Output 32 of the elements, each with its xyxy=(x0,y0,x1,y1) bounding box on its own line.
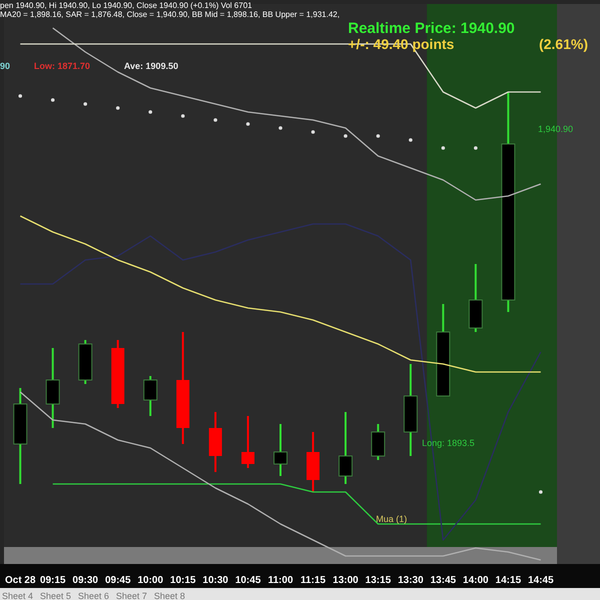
text: Sheet 5 xyxy=(40,591,72,600)
x-tick-label: 11:00 xyxy=(268,574,294,586)
text: 90 xyxy=(0,61,10,71)
x-tick-label: 14:45 xyxy=(528,574,554,586)
text: Sheet 4 xyxy=(2,591,34,600)
text: Sheet 7 xyxy=(116,591,148,600)
x-tick-label: 14:00 xyxy=(462,574,489,586)
x-tick-label: Oct 28 xyxy=(4,574,36,586)
text: Sheet 6 xyxy=(78,591,110,600)
text: Ave: 1909.50 xyxy=(124,61,178,71)
x-tick-label: 09:45 xyxy=(105,574,132,586)
x-tick-label: 10:30 xyxy=(202,574,229,586)
text: Realtime Price: 1940.90 xyxy=(348,20,515,37)
x-tick-label: 14:15 xyxy=(495,574,522,586)
x-tick-label: 09:15 xyxy=(40,574,66,586)
x-tick-label: 10:15 xyxy=(170,574,196,586)
x-tick-label: 13:00 xyxy=(332,574,359,586)
x-tick-label: 10:45 xyxy=(235,574,262,586)
x-tick-label: 09:30 xyxy=(72,574,99,586)
x-tick-label: 10:00 xyxy=(138,574,164,586)
text: Mua (1) xyxy=(376,514,408,524)
text: MA20 = 1,898.16, SAR = 1,876.48, Close = 1,940.90, BB Mid = 1,898.16, BB Upper = 1,931.42, xyxy=(0,10,340,19)
text: Low: 1871.70 xyxy=(34,61,90,71)
x-tick-label: 13:15 xyxy=(365,574,392,586)
text: Sheet 8 xyxy=(154,591,186,600)
x-tick-label: 13:30 xyxy=(398,574,424,586)
annotation: Long: 1893.5 xyxy=(422,438,475,448)
x-tick-label: 11:15 xyxy=(300,574,326,586)
annotation: 1,940.90 xyxy=(538,124,574,134)
x-tick-label: 13:45 xyxy=(430,574,456,586)
text: (2.61%) xyxy=(538,36,588,52)
text: pen 1940.90, Hi 1940.90, Lo 1940.90, Close 1940.90 (+0.1%) Vol 6701 xyxy=(0,1,253,10)
